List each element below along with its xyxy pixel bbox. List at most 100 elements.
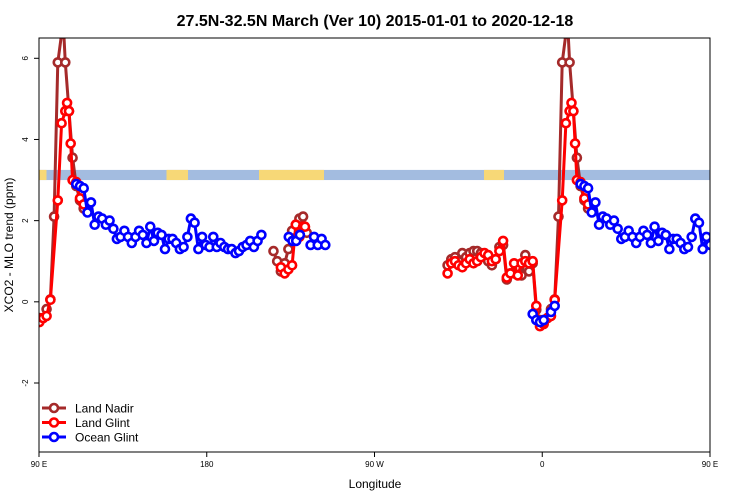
ocean-glint-point (108, 223, 119, 235)
x-tick-label: 90 E (31, 460, 47, 469)
land-glint-point (566, 97, 577, 109)
land-glint-point (556, 195, 568, 206)
x-tick-label: 90 E (702, 460, 718, 469)
ocean-glint-point (104, 215, 115, 226)
x-tick-label: 0 (540, 460, 545, 469)
ocean-glint-point (82, 207, 93, 218)
series-group (39, 22, 710, 332)
land-nadir-point (297, 211, 309, 222)
legend-marker-land-glint (48, 417, 60, 428)
land-glint-point (569, 138, 581, 149)
land-glint-point (442, 268, 453, 279)
land-glint-point (41, 310, 52, 322)
land-strip-2 (259, 169, 324, 181)
ocean-glint-point (89, 219, 100, 230)
ocean-glint-point (196, 231, 208, 243)
land-glint-point (45, 294, 56, 306)
ocean-glint-point (582, 182, 594, 194)
ocean-glint-point (686, 231, 698, 243)
ocean-glint-point (145, 221, 156, 232)
chart-title: 27.5N-32.5N March (Ver 10) 2015-01-01 to… (177, 13, 574, 30)
ocean-glint-point (538, 314, 550, 326)
ocean-glint-point (178, 241, 189, 253)
y-axis: -2 0 2 4 6 (21, 56, 39, 387)
ocean-glint-point (137, 229, 149, 241)
ocean-glint-point (653, 235, 664, 247)
land-glint-point (494, 245, 505, 257)
ocean-glint-point (641, 229, 653, 241)
ocean-strip (39, 169, 710, 181)
x-axis-label: Longitude (349, 477, 402, 491)
land-glint-point (512, 270, 524, 281)
land-glint-point (527, 255, 539, 267)
x-tick-label: 180 (200, 460, 214, 469)
land-nadir-point (268, 245, 279, 257)
ocean-glint-point (593, 219, 605, 230)
land-glint-point (568, 105, 579, 117)
ocean-glint-point (319, 239, 331, 251)
land-glint-point (299, 221, 311, 232)
land-nadir-point (564, 57, 575, 68)
y-tick-label: -2 (21, 379, 30, 387)
legend-marker-ocean-glint (48, 431, 60, 443)
ocean-glint-point (159, 243, 171, 255)
land-glint-point (61, 97, 73, 109)
plot-frame (38, 37, 711, 453)
ocean-glint-point (586, 207, 598, 218)
y-tick-label: 4 (21, 137, 30, 142)
land-glint-point (490, 253, 502, 265)
land-glint-point (497, 235, 509, 247)
legend-label-ocean-glint: Ocean Glint (75, 431, 139, 445)
ocean-glint-point (649, 221, 660, 232)
series-layer (39, 22, 710, 332)
ocean-glint-point (193, 243, 204, 255)
ocean-glint-point (701, 231, 710, 243)
ocean-glint-point (208, 231, 219, 243)
y-axis-label: XCO2 - MLO trend (ppm) (2, 178, 16, 313)
land-glint-point (530, 300, 542, 312)
land-glint-line-0 (39, 101, 85, 324)
ocean-glint-point (704, 239, 710, 251)
land-nadir-point (59, 22, 67, 30)
y-tick-label: 2 (21, 218, 30, 223)
y-tick-label: 6 (21, 56, 30, 61)
ocean-glint-point (612, 223, 624, 235)
legend-label-land-nadir: Land Nadir (75, 402, 134, 416)
land-ocean-strip (39, 169, 710, 181)
y-tick-label: 0 (21, 299, 30, 304)
legend-label-land-glint: Land Glint (75, 416, 130, 430)
land-glint-point (56, 117, 67, 129)
ocean-glint-point (697, 243, 709, 255)
land-nadir-point (283, 243, 294, 255)
ocean-glint-point (664, 243, 675, 255)
ocean-glint-point (693, 217, 705, 228)
x-tick-label: 90 W (365, 460, 384, 469)
ocean-glint-point (78, 182, 89, 194)
ocean-glint-point (85, 197, 97, 208)
ocean-glint-point (148, 235, 160, 247)
ocean-glint-point (182, 231, 193, 243)
ocean-glint-point (256, 229, 267, 241)
land-strip-1 (166, 169, 188, 181)
ocean-glint-point (608, 215, 620, 226)
land-nadir-point (60, 57, 71, 68)
ocean-glint-point (189, 217, 200, 228)
land-nadir-point (58, 38, 65, 40)
ocean-glint-point (294, 229, 306, 241)
land-strip-0 (39, 169, 47, 181)
land-glint-point (286, 259, 298, 271)
legend-marker-land-nadir (48, 402, 60, 414)
ocean-glint-point (682, 241, 694, 253)
x-axis: 90 E 180 90 W 0 90 E (31, 452, 718, 469)
land-strip-3 (484, 169, 504, 181)
land-nadir-point (562, 38, 570, 40)
land-glint-point (52, 195, 64, 206)
ocean-glint-point (590, 197, 601, 208)
land-glint-point (63, 105, 75, 117)
land-glint-point (560, 117, 572, 129)
ocean-glint-point (549, 300, 561, 312)
land-glint-point (65, 138, 76, 149)
land-glint-line-3 (542, 101, 590, 324)
